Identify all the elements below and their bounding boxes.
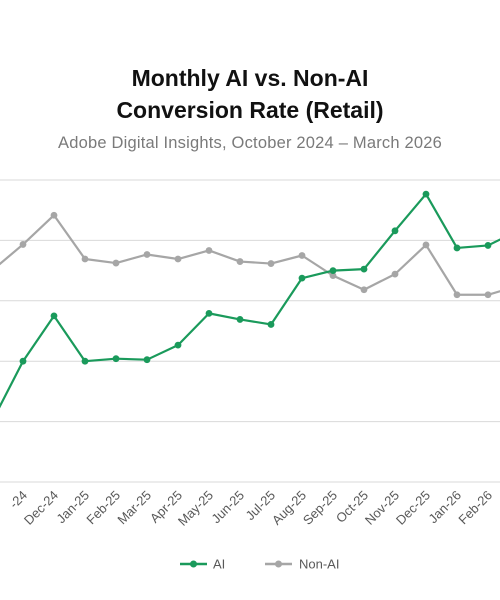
gridlines [0, 179, 500, 483]
data-point-non-ai[interactable] [174, 255, 182, 263]
data-point-ai[interactable] [298, 274, 306, 282]
legend-ai-label: AI [213, 557, 225, 572]
series-lines [0, 192, 500, 409]
data-point-ai[interactable] [422, 190, 430, 198]
legend-non-ai-label: Non-AI [299, 557, 339, 572]
data-point-ai[interactable] [236, 316, 244, 323]
data-point-non-ai[interactable] [143, 251, 151, 258]
data-point-ai[interactable] [205, 309, 213, 317]
data-point-ai[interactable] [329, 267, 337, 274]
x-tick-label: -24 [6, 488, 30, 512]
data-point-non-ai[interactable] [329, 272, 337, 280]
data-point-ai[interactable] [81, 357, 89, 365]
data-point-non-ai[interactable] [112, 259, 120, 267]
data-point-non-ai[interactable] [50, 211, 58, 219]
data-point-non-ai[interactable] [236, 258, 244, 265]
x-tick-label: Feb-26 [455, 488, 495, 528]
data-point-non-ai[interactable] [360, 286, 368, 294]
data-point-ai[interactable] [174, 341, 182, 349]
data-point-ai[interactable] [112, 355, 120, 363]
chart-title-line1: Monthly AI vs. Non-AI [131, 65, 369, 91]
x-tick-label: Jun-25 [208, 488, 247, 527]
data-point-non-ai[interactable] [267, 260, 275, 267]
data-point-ai[interactable] [391, 227, 399, 235]
series-points [19, 190, 492, 365]
data-point-non-ai[interactable] [81, 255, 89, 263]
legend-item-non-ai[interactable]: Non-AI [265, 557, 339, 572]
data-point-ai[interactable] [360, 265, 368, 273]
legend-non-ai-swatch-dot [275, 560, 282, 568]
legend-item-ai[interactable]: AI [180, 557, 225, 572]
data-point-ai[interactable] [19, 357, 27, 365]
legend-ai-swatch-dot [190, 560, 197, 568]
chart-title-line2: Conversion Rate (Retail) [116, 97, 384, 123]
data-point-non-ai[interactable] [484, 291, 492, 299]
x-tick-label: Feb-25 [83, 488, 123, 528]
data-point-ai[interactable] [484, 242, 492, 249]
data-point-non-ai[interactable] [422, 241, 430, 249]
data-point-ai[interactable] [50, 312, 58, 320]
chart-subtitle: Adobe Digital Insights, October 2024 – M… [57, 134, 443, 152]
data-point-ai[interactable] [267, 321, 275, 328]
data-point-non-ai[interactable] [453, 291, 461, 299]
data-point-ai[interactable] [143, 356, 151, 364]
data-point-non-ai[interactable] [205, 247, 213, 254]
series-line-non-ai [0, 214, 500, 296]
x-tick-label: Dec-24 [21, 488, 61, 528]
data-point-non-ai[interactable] [19, 241, 27, 248]
data-point-non-ai[interactable] [391, 270, 399, 278]
series-line-ai [0, 192, 500, 409]
data-point-ai[interactable] [453, 244, 461, 252]
x-tick-label: Mar-25 [114, 488, 154, 528]
x-tick-label: Dec-25 [393, 488, 433, 528]
x-tick-label: Sep-25 [300, 488, 340, 528]
data-point-non-ai[interactable] [298, 252, 306, 259]
x-axis-tick-labels: -24Dec-24Jan-25Feb-25Mar-25Apr-25May-25J… [6, 488, 495, 529]
x-tick-label: May-25 [175, 488, 216, 529]
legend: AI Non-AI [180, 557, 339, 572]
